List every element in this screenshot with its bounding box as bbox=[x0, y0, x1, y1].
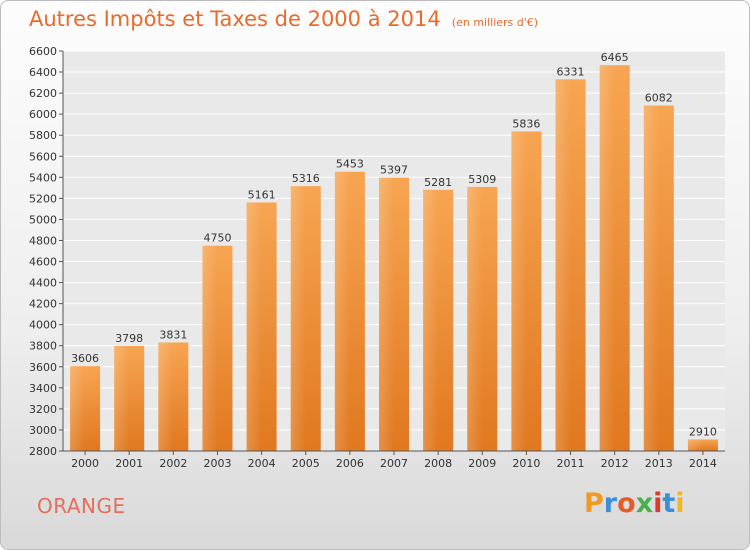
x-tick-label: 2005 bbox=[292, 457, 320, 470]
logo-letter: i bbox=[653, 488, 663, 519]
x-tick-label: 2014 bbox=[689, 457, 717, 470]
x-tick-label: 2000 bbox=[71, 457, 99, 470]
y-tick-label: 6000 bbox=[29, 108, 57, 121]
y-tick-label: 5600 bbox=[29, 150, 57, 163]
value-label: 4750 bbox=[203, 232, 231, 245]
value-label: 5836 bbox=[512, 117, 540, 130]
value-label: 5397 bbox=[380, 164, 408, 177]
value-label: 6082 bbox=[645, 92, 673, 105]
logo-letter: r bbox=[603, 488, 618, 519]
y-tick-label: 5800 bbox=[29, 129, 57, 142]
x-tick-label: 2007 bbox=[380, 457, 408, 470]
x-tick-label: 2002 bbox=[159, 457, 187, 470]
x-tick-label: 2006 bbox=[336, 457, 364, 470]
y-tick-label: 5200 bbox=[29, 192, 57, 205]
y-tick-label: 6200 bbox=[29, 87, 57, 100]
y-tick-label: 3800 bbox=[29, 340, 57, 353]
y-tick-label: 4000 bbox=[29, 319, 57, 332]
bar-highlight bbox=[290, 186, 306, 451]
bar-highlight bbox=[334, 171, 350, 451]
y-tick-label: 4200 bbox=[29, 298, 57, 311]
logo-letter: o bbox=[617, 488, 636, 519]
x-tick-label: 2001 bbox=[115, 457, 143, 470]
city-label: ORANGE bbox=[37, 494, 126, 518]
bar-highlight bbox=[555, 79, 571, 451]
y-tick-label: 2800 bbox=[29, 445, 57, 458]
x-tick-label: 2009 bbox=[468, 457, 496, 470]
y-tick-label: 6400 bbox=[29, 66, 57, 79]
value-label: 5309 bbox=[468, 173, 496, 186]
logo-letter: t bbox=[662, 488, 676, 519]
value-label: 3831 bbox=[159, 328, 187, 341]
chart-subtitle: (en milliers d'€) bbox=[451, 16, 539, 29]
bar-highlight bbox=[643, 105, 659, 452]
y-tick-label: 3400 bbox=[29, 382, 57, 395]
value-label: 5281 bbox=[424, 176, 452, 189]
chart-title: Autres Impôts et Taxes de 2000 à 2014 bbox=[29, 7, 441, 31]
y-tick-label: 6600 bbox=[29, 45, 57, 58]
bar-highlight bbox=[687, 439, 703, 451]
x-tick-label: 2011 bbox=[557, 457, 585, 470]
x-tick-label: 2003 bbox=[203, 457, 231, 470]
y-tick-label: 5400 bbox=[29, 171, 57, 184]
y-tick-label: 4600 bbox=[29, 256, 57, 269]
bar-highlight bbox=[158, 342, 174, 451]
bar-highlight bbox=[246, 202, 262, 451]
logo-letter: P bbox=[584, 488, 604, 519]
x-tick-label: 2008 bbox=[424, 457, 452, 470]
bar-highlight bbox=[379, 177, 394, 451]
x-tick-label: 2004 bbox=[248, 457, 276, 470]
value-label: 3606 bbox=[71, 352, 99, 365]
bar-highlight bbox=[599, 65, 615, 452]
value-label: 6331 bbox=[557, 65, 585, 78]
x-tick-label: 2012 bbox=[601, 457, 629, 470]
bar-highlight bbox=[511, 131, 527, 451]
y-tick-label: 4400 bbox=[29, 277, 57, 290]
logo-letter: x bbox=[635, 488, 654, 519]
bar-highlight bbox=[202, 245, 218, 451]
bar-highlight bbox=[114, 345, 130, 451]
x-tick-label: 2013 bbox=[645, 457, 673, 470]
y-tick-label: 3600 bbox=[29, 361, 57, 374]
y-tick-label: 3000 bbox=[29, 424, 57, 437]
x-tick-label: 2010 bbox=[512, 457, 540, 470]
value-label: 5161 bbox=[248, 188, 276, 201]
proxiti-logo[interactable]: Proxiti bbox=[584, 488, 685, 519]
y-tick-label: 4800 bbox=[29, 234, 57, 247]
value-label: 5316 bbox=[292, 172, 320, 185]
y-tick-label: 3200 bbox=[29, 403, 57, 416]
value-label: 2910 bbox=[689, 425, 717, 438]
logo-letter: i bbox=[675, 488, 685, 519]
bar-highlight bbox=[423, 189, 439, 451]
value-label: 5453 bbox=[336, 158, 364, 171]
bar-highlight bbox=[467, 186, 483, 452]
y-tick-label: 5000 bbox=[29, 213, 57, 226]
title-block: Autres Impôts et Taxes de 2000 à 2014 (e… bbox=[29, 7, 538, 31]
value-label: 6465 bbox=[601, 51, 629, 64]
bar-highlight bbox=[70, 366, 86, 451]
value-label: 3798 bbox=[115, 332, 143, 345]
